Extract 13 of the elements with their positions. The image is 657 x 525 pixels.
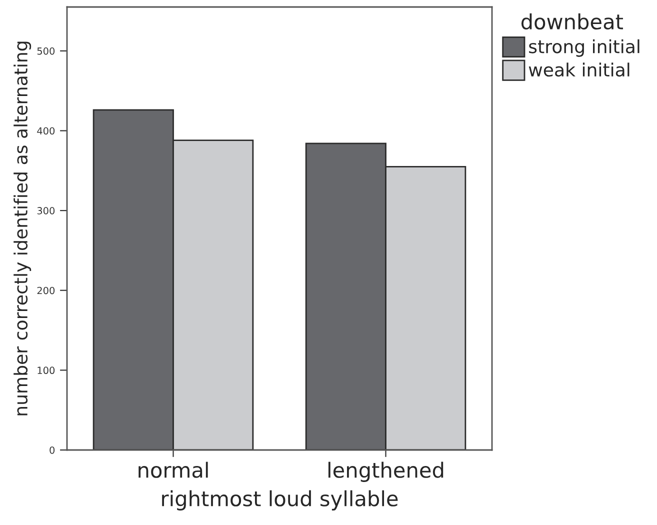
legend-label: weak initial [528, 62, 630, 77]
x-tick-label: normal [138, 462, 208, 478]
legend-title: downbeat [521, 13, 623, 30]
x-axis-title: rightmost loud syllable [162, 490, 398, 510]
y-tick-label: 400 [37, 127, 55, 135]
y-tick-label: 200 [37, 286, 55, 294]
x-tick-label: lengthened [328, 462, 444, 482]
legend-label: strong initial [529, 39, 640, 57]
y-tick-label: 100 [38, 366, 55, 374]
y-tick-label: 0 [50, 446, 55, 454]
y-tick-label: 500 [37, 47, 55, 55]
y-axis-title: number correctly identified as alternating [14, 42, 32, 416]
y-tick-label: 300 [37, 207, 55, 214]
